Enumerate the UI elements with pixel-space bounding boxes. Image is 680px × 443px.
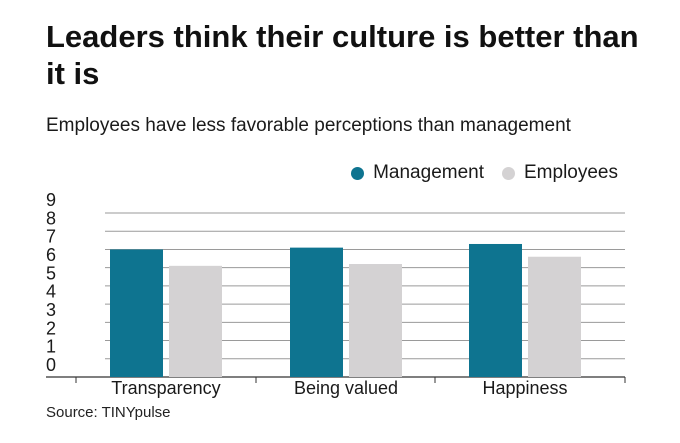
y-tick-label: 6 bbox=[46, 245, 56, 265]
legend: Management Employees bbox=[351, 162, 618, 184]
bar-management-happiness bbox=[469, 243, 522, 377]
legend-item-management: Management bbox=[351, 162, 484, 184]
x-tick-label: Happiness bbox=[482, 378, 567, 398]
legend-label-employees: Employees bbox=[524, 162, 618, 183]
y-tick-label: 1 bbox=[46, 337, 56, 357]
bar-employees-transparency bbox=[169, 265, 222, 377]
legend-swatch-management bbox=[351, 166, 365, 180]
source-note: Source: TINYpulse bbox=[46, 404, 171, 421]
chart-subtitle: Employees have less favorable perception… bbox=[46, 115, 571, 136]
bar-employees-being-valued bbox=[349, 264, 402, 377]
y-tick-label: 5 bbox=[46, 263, 56, 283]
legend-label-management: Management bbox=[373, 162, 484, 183]
y-tick-label: 4 bbox=[46, 282, 56, 302]
x-tick-label: Being valued bbox=[294, 378, 398, 398]
y-tick-label: 0 bbox=[46, 355, 56, 375]
x-axis-ticks: Transparency Being valued Happiness bbox=[75, 377, 626, 398]
y-tick-label: 2 bbox=[46, 318, 56, 338]
bar-management-being-valued bbox=[290, 247, 343, 377]
y-tick-label: 8 bbox=[46, 208, 56, 228]
legend-swatch-employees bbox=[502, 166, 515, 180]
y-tick-label: 7 bbox=[46, 227, 56, 247]
chart-title: Leaders think their culture is better th… bbox=[46, 19, 639, 91]
x-tick-label: Transparency bbox=[111, 378, 220, 398]
legend-item-employees: Employees bbox=[502, 162, 618, 184]
bar-management-transparency bbox=[110, 249, 163, 377]
bar-employees-happiness bbox=[528, 256, 581, 377]
y-tick-label: 9 bbox=[46, 190, 56, 210]
bar-layer bbox=[110, 243, 581, 377]
y-tick-label: 3 bbox=[46, 300, 56, 320]
